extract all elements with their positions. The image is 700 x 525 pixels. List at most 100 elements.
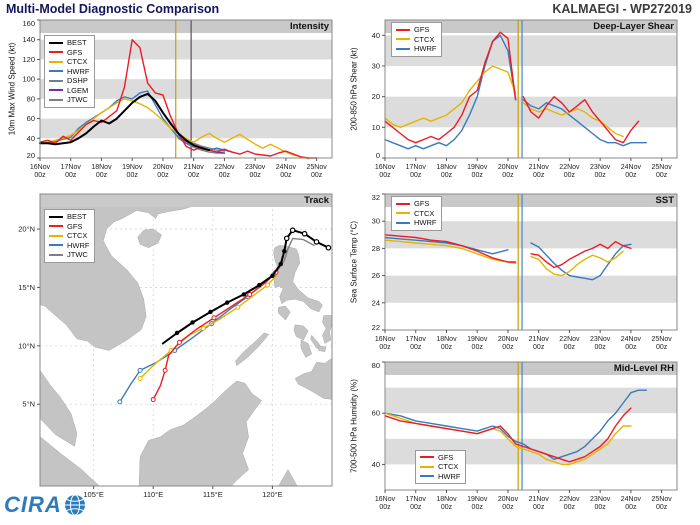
axis-tick-label: 5°N: [22, 400, 35, 409]
rh-y-axis-label: 700-500 hPa Humidity (%): [349, 379, 359, 473]
axis-tick-label: 00z: [280, 172, 292, 179]
legend-swatch: [396, 212, 410, 215]
legend-swatch: [49, 70, 63, 73]
legend-swatch: [49, 253, 63, 256]
axis-tick-label: 00z: [410, 504, 422, 511]
axis-tick-label: 00z: [311, 172, 323, 179]
axis-tick-label: 16Nov: [375, 164, 396, 171]
globe-icon: [64, 494, 85, 516]
axis-tick-label: 00z: [441, 344, 453, 351]
intensity-y-axis-label: 10m Max Wind Speed (kt): [7, 42, 17, 136]
legend-item-ctcx: CTCX: [49, 231, 90, 241]
legend-item-ctcx: CTCX: [396, 35, 437, 45]
sst-y-axis-label: Sea Surface Temp (°C): [349, 220, 359, 304]
axis-tick-label: 00z: [410, 344, 422, 351]
axis-tick-label: 00z: [65, 172, 77, 179]
storm-title: KALMAEGI - WP272019: [552, 2, 692, 16]
axis-tick-label: 19Nov: [467, 336, 488, 343]
cira-logo: CIRA: [4, 492, 87, 518]
rh-panel: 40 60 80 16Nov 00z 17Nov 00z 18Nov 00z 19Nov 00z 20…: [372, 361, 678, 511]
axis-tick-label: 20: [372, 92, 380, 101]
axis-tick-label: 17Nov: [406, 164, 427, 171]
axis-tick-label: 140: [22, 35, 35, 44]
axis-tick-label: 00z: [188, 172, 200, 179]
legend-item-ctcx: CTCX: [49, 57, 90, 67]
axis-tick-label: 23Nov: [590, 496, 611, 503]
cira-logo-text: CIRA: [4, 492, 62, 517]
axis-tick-label: 0: [376, 151, 380, 160]
series-ctcx: [384, 65, 624, 138]
axis-tick-label: 23Nov: [245, 164, 266, 171]
series-hwrf: [384, 236, 632, 281]
legend-swatch: [49, 51, 63, 54]
axis-tick-label: 110°E: [143, 490, 163, 499]
track-jtwc: [275, 237, 315, 274]
legend-item-gfs: GFS: [49, 48, 90, 58]
legend-item-gfs: GFS: [396, 25, 437, 35]
series-best: [39, 92, 211, 152]
track-title: Track: [304, 195, 329, 206]
legend-label: HWRF: [414, 44, 437, 53]
axis-tick-label: 00z: [441, 504, 453, 511]
axis-tick-label: 24Nov: [276, 164, 297, 171]
legend-label: JTWC: [67, 95, 88, 104]
axis-tick-label: 20Nov: [153, 164, 174, 171]
legend-label: CTCX: [438, 462, 459, 471]
legend-item-hwrf: HWRF: [49, 241, 90, 251]
legend-swatch: [396, 221, 410, 224]
axis-tick-label: 00z: [472, 504, 484, 511]
track-legend: BEST GFS CTCX HWRF JTWC: [44, 209, 95, 263]
axis-tick-label: 18Nov: [436, 164, 457, 171]
axis-tick-label: 26: [372, 271, 380, 280]
legend-item-dshp: DSHP: [49, 76, 90, 86]
series-gfs: [384, 31, 640, 144]
axis-tick-label: 18Nov: [436, 496, 457, 503]
series-gfs: [384, 407, 632, 463]
axis-tick-label: 24Nov: [621, 496, 642, 503]
legend-item-hwrf: HWRF: [396, 44, 437, 54]
legend-item-ctcx: CTCX: [396, 209, 437, 219]
axis-tick-label: 00z: [410, 172, 422, 179]
axis-tick-label: 19Nov: [467, 164, 488, 171]
axis-tick-label: 60: [372, 409, 380, 418]
axis-tick-label: 19Nov: [467, 496, 488, 503]
axis-tick-label: 16Nov: [375, 496, 396, 503]
intensity-title: Intensity: [289, 21, 329, 32]
axis-tick-label: 00z: [564, 344, 576, 351]
axis-tick-label: 20Nov: [498, 164, 519, 171]
shear-title: Deep-Layer Shear: [593, 21, 674, 32]
axis-tick-label: 00z: [656, 344, 668, 351]
axis-tick-label: 00z: [564, 504, 576, 511]
legend-swatch: [49, 79, 63, 82]
axis-tick-label: 00z: [595, 172, 607, 179]
axis-tick-label: 00z: [441, 172, 453, 179]
axis-tick-label: 00z: [533, 172, 545, 179]
legend-label: CTCX: [414, 34, 435, 44]
legend-item-best: BEST: [49, 212, 90, 222]
axis-tick-label: 00z: [127, 172, 139, 179]
legend-swatch: [420, 475, 434, 478]
legend-label: GFS: [414, 199, 430, 208]
axis-tick-label: 23Nov: [590, 336, 611, 343]
series-gfs: [384, 234, 632, 269]
intensity-panel: 20 40 60 80 100 120 140 160 16Nov 00z 17Nov 00z 18No…: [22, 19, 333, 179]
legend-label: HWRF: [67, 240, 90, 250]
legend-item-hwrf: HWRF: [420, 472, 461, 482]
axis-tick-label: 25Nov: [652, 336, 673, 343]
axis-tick-label: 20°N: [18, 225, 35, 234]
axis-tick-label: 00z: [625, 344, 637, 351]
axis-tick-label: 19Nov: [122, 164, 143, 171]
axis-tick-label: 20: [27, 151, 35, 160]
axis-tick-label: 00z: [379, 504, 391, 511]
axis-tick-label: 00z: [472, 344, 484, 351]
axis-tick-label: 80: [27, 94, 35, 103]
axis-tick-label: 22Nov: [559, 164, 580, 171]
axis-tick-label: 16Nov: [375, 336, 396, 343]
axis-tick-label: 23Nov: [590, 164, 611, 171]
axis-tick-label: 00z: [219, 172, 231, 179]
legend-swatch: [49, 89, 63, 92]
legend-item-jtwc: JTWC: [49, 250, 90, 260]
axis-tick-label: 25Nov: [652, 164, 673, 171]
legend-label: JTWC: [67, 250, 88, 259]
axis-tick-label: 24Nov: [621, 336, 642, 343]
